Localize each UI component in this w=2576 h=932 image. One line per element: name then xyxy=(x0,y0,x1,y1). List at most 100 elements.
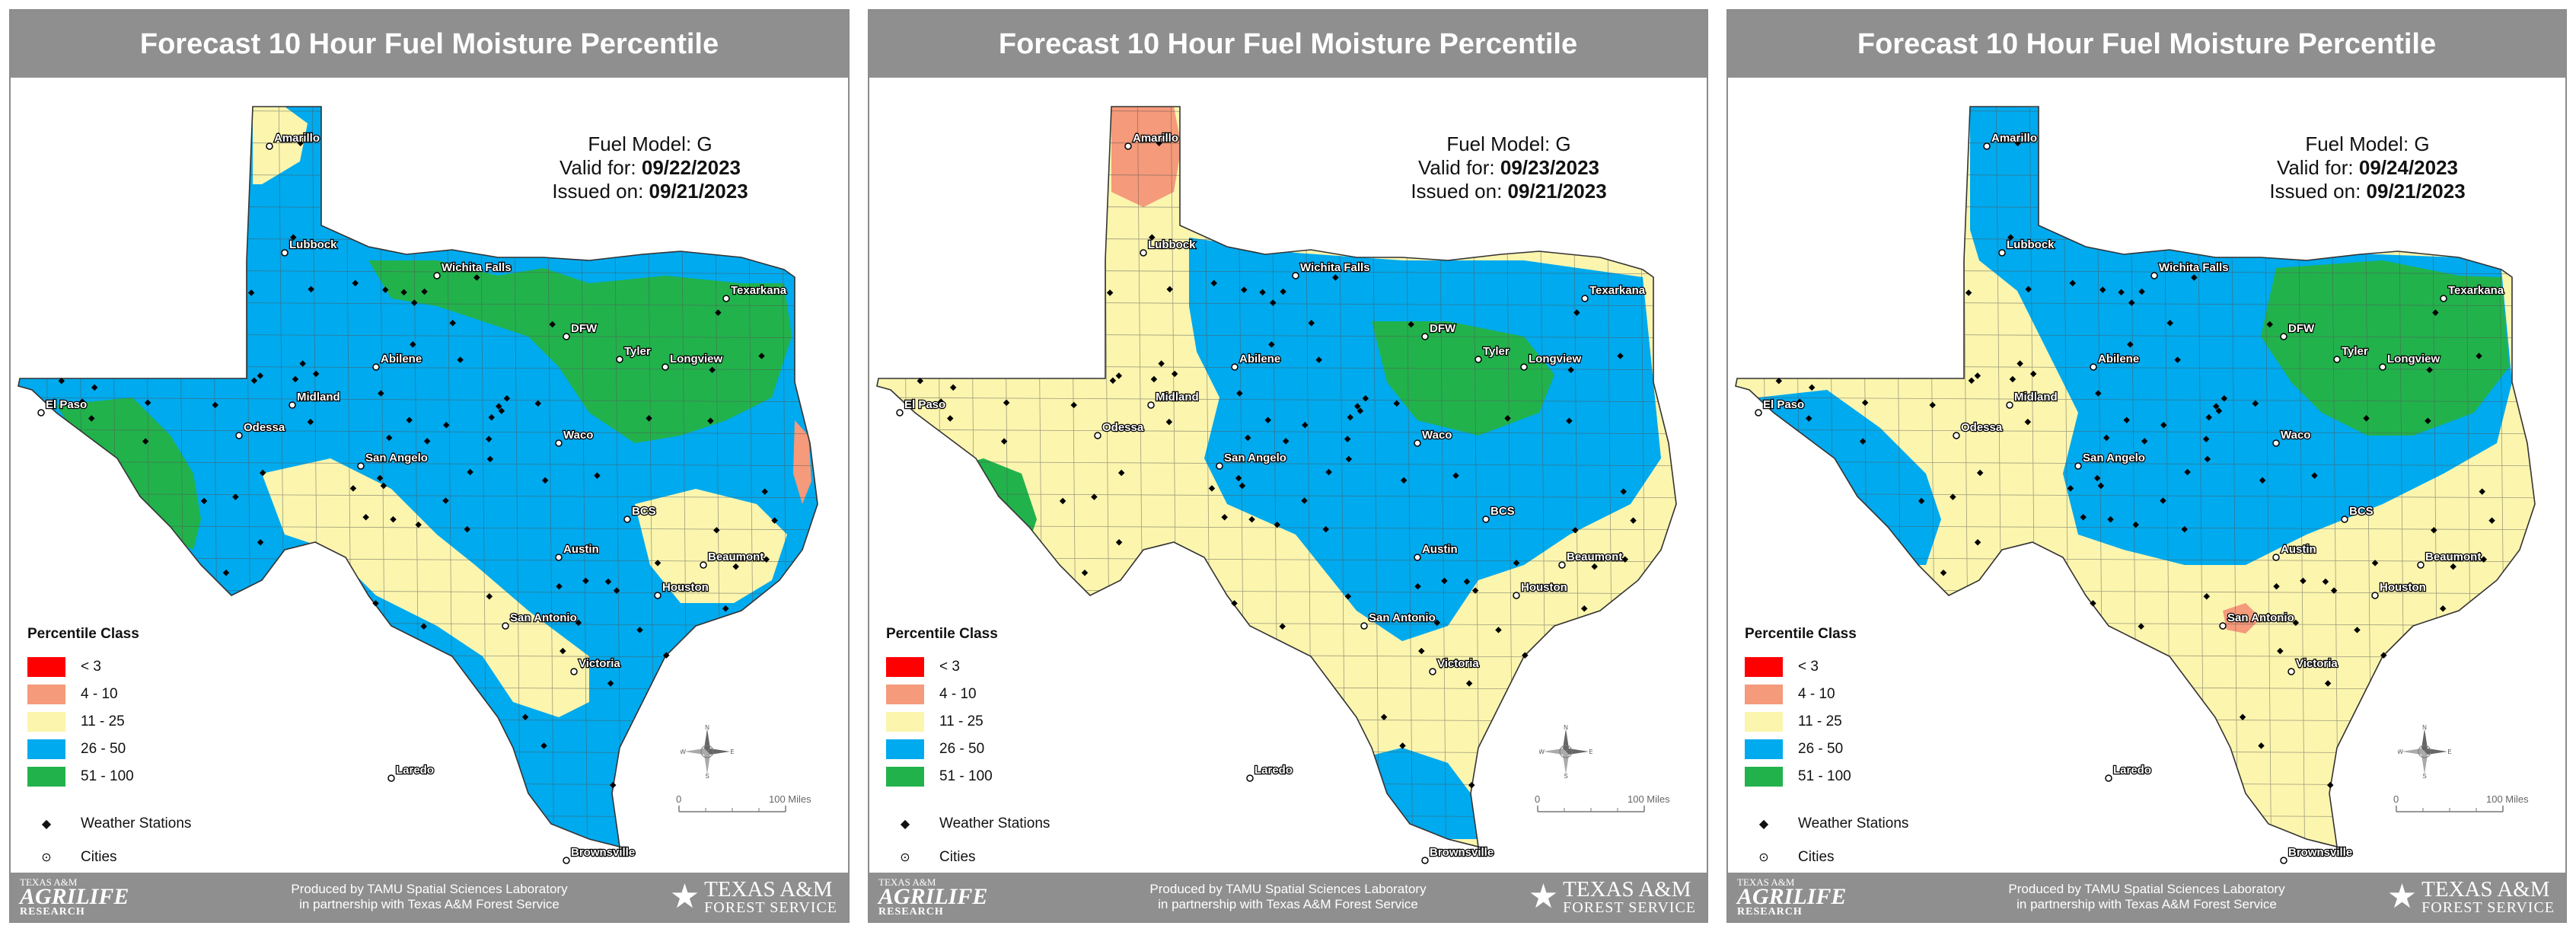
texas-am-forest-service-logo: ★ TEXAS A&M FOREST SERVICE xyxy=(1528,877,1696,916)
issued-date-text: Issued on: 09/21/2023 xyxy=(1411,180,1607,203)
panel-title: Forecast 10 Hour Fuel Moisture Percentil… xyxy=(1728,11,2565,78)
legend-class-label: 4 - 10 xyxy=(81,686,118,702)
city-marker-icon xyxy=(37,409,45,417)
legend-class-row: 11 - 25 xyxy=(886,708,1050,736)
city-label: San Antonio xyxy=(510,611,577,624)
footer-credit: Produced by TAMU Spatial Sciences Labora… xyxy=(291,882,568,911)
legend-cities: ⊙ Cities xyxy=(1745,844,1908,871)
weather-station-icon xyxy=(486,593,493,600)
svg-text:0: 0 xyxy=(1535,795,1540,805)
percentile-region xyxy=(1111,107,1181,207)
city-marker-icon xyxy=(1421,857,1429,864)
weather-station-icon xyxy=(488,413,495,421)
city-label: Midland xyxy=(2014,391,2058,404)
city-label: Amarillo xyxy=(1133,132,1178,145)
city-marker-icon xyxy=(570,668,578,675)
legend-swatch xyxy=(886,739,924,759)
weather-station-icon xyxy=(2160,422,2167,429)
cities: Amarillo Lubbock Wichita Falls Texarkana DFW… xyxy=(896,131,1647,864)
city-label: Beaumont xyxy=(2425,551,2481,563)
weather-station-icon xyxy=(1345,455,1353,463)
weather-station-icon xyxy=(2258,742,2265,749)
weather-station-icon xyxy=(2426,366,2433,374)
weather-station-icon xyxy=(212,401,218,409)
weather-station-icon xyxy=(1522,652,1529,659)
svg-text:0: 0 xyxy=(676,795,681,805)
svg-text:W: W xyxy=(681,748,686,755)
city-label: Longview xyxy=(670,353,723,365)
weather-station-icon xyxy=(144,399,151,407)
city-label: Laredo xyxy=(2113,764,2151,777)
legend-class-label: < 3 xyxy=(939,659,960,675)
city-label: Houston xyxy=(2380,581,2426,594)
city-label: Austin xyxy=(1422,543,1458,556)
city-marker-icon xyxy=(1360,622,1368,630)
weather-station-icon xyxy=(663,652,670,659)
city-marker-icon xyxy=(2105,774,2112,782)
star-icon: ★ xyxy=(2386,878,2418,915)
svg-text:N: N xyxy=(705,725,709,731)
weather-station-icon xyxy=(2184,468,2191,476)
compass-rose-icon: N S E W xyxy=(681,725,734,778)
weather-station-icon xyxy=(613,587,620,594)
weather-station-icon xyxy=(232,493,239,500)
texas-outline xyxy=(18,106,818,848)
weather-station-icon xyxy=(575,619,582,627)
city-marker-icon xyxy=(555,439,563,447)
texas-outline xyxy=(876,106,1677,848)
legend-cities: ⊙ Cities xyxy=(27,844,191,871)
weather-station-icon xyxy=(610,781,617,789)
svg-text:S: S xyxy=(705,773,709,778)
city-marker-icon xyxy=(1558,561,1566,569)
weather-station-icon xyxy=(607,680,614,687)
city-label: BCS xyxy=(2349,505,2374,518)
svg-text:N: N xyxy=(2422,725,2427,731)
legend-swatch xyxy=(886,657,924,677)
weather-station-icon xyxy=(2371,560,2379,567)
map-info: Fuel Model: G Valid for: 09/23/2023 Issu… xyxy=(1387,132,1631,203)
legend-class-row: 26 - 50 xyxy=(1745,736,1908,763)
city-marker-icon xyxy=(266,142,273,150)
weather-station-icon xyxy=(1344,436,1351,442)
city-label: Odessa xyxy=(1102,421,1144,434)
city-marker-icon xyxy=(372,363,380,371)
weather-station-icon xyxy=(495,403,502,410)
cities: Amarillo Lubbock Wichita Falls Texarkana DFW… xyxy=(1755,131,2505,864)
city-marker-icon xyxy=(1998,249,2006,257)
legend-class-label: < 3 xyxy=(1798,659,1819,675)
weather-station-icon xyxy=(722,605,729,612)
city-marker-icon xyxy=(555,554,563,561)
weather-station-icon xyxy=(91,384,98,391)
weather-station-icon xyxy=(2016,360,2023,367)
weather-station-icon xyxy=(549,321,556,328)
weather-station-icon xyxy=(1003,399,1010,407)
city-marker-icon xyxy=(2272,554,2280,561)
weather-station-icon xyxy=(556,582,563,590)
agrilife-research-logo: TEXAS A&M AGRILIFE RESEARCH xyxy=(1737,876,1847,918)
legend-class-row: < 3 xyxy=(1745,653,1908,681)
city-marker-icon xyxy=(502,622,509,630)
city-marker-icon xyxy=(1482,515,1490,523)
city-marker-icon xyxy=(357,462,365,470)
city-marker-icon xyxy=(1216,462,1223,470)
weather-station-icon xyxy=(1471,587,1479,594)
weather-station-icon xyxy=(758,353,765,359)
legend-class-label: 26 - 50 xyxy=(81,741,126,757)
legend-class-label: 11 - 25 xyxy=(1798,713,1842,729)
weather-station-icon xyxy=(378,390,384,397)
city-label: Tyler xyxy=(2342,345,2368,358)
legend-class-label: 11 - 25 xyxy=(939,713,984,729)
city-label: Brownsville xyxy=(2288,846,2352,859)
city-label: Odessa xyxy=(1961,421,2003,434)
weather-station-icon xyxy=(1259,289,1266,296)
weather-station-icon xyxy=(1344,593,1352,600)
weather-station-icon xyxy=(1400,477,1408,484)
weather-station-icon xyxy=(473,274,480,281)
weather-station-icon xyxy=(1452,472,1459,479)
legend-class-row: 26 - 50 xyxy=(886,736,1050,763)
legend-swatch xyxy=(27,767,65,787)
texas-am-forest-service-logo: ★ TEXAS A&M FOREST SERVICE xyxy=(2386,877,2555,916)
weather-station-icon xyxy=(1620,488,1627,495)
legend-class-label: 51 - 100 xyxy=(939,768,993,784)
city-label: Waco xyxy=(563,429,593,442)
